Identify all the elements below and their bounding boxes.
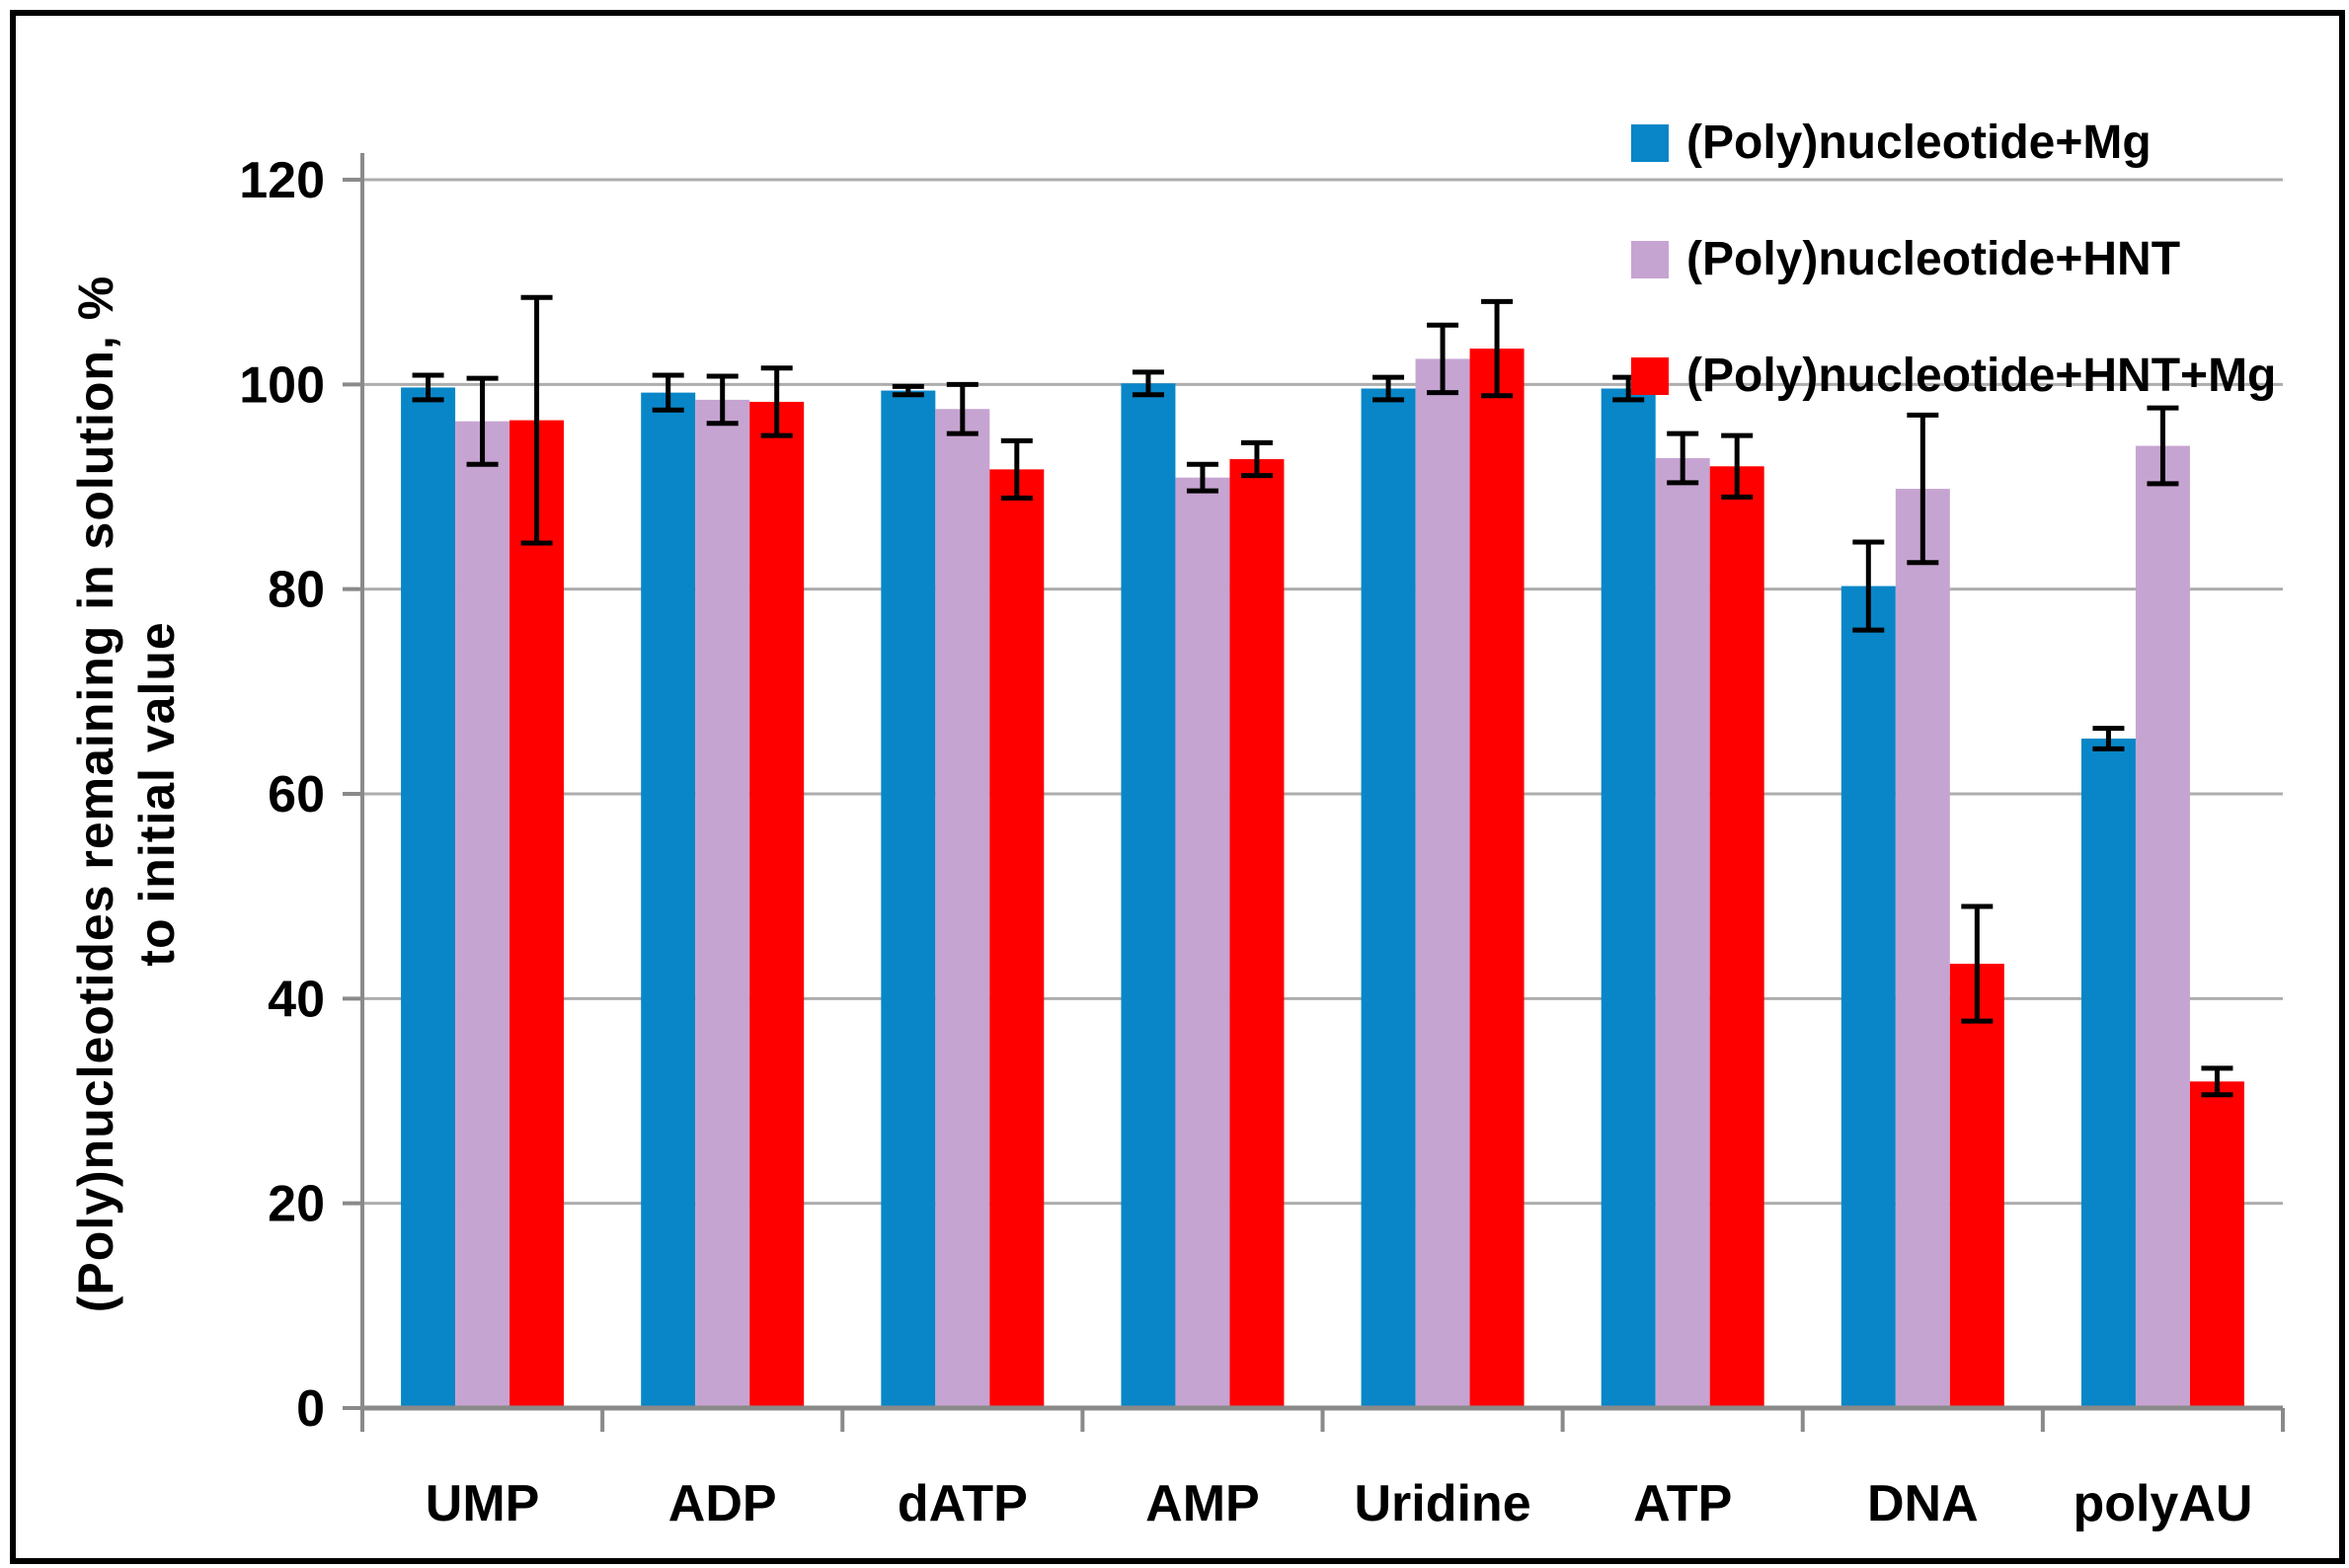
bar-AMP-series2 xyxy=(1229,459,1285,1408)
legend-label: (Poly)nucleotide+HNT+Mg xyxy=(1686,350,2277,402)
bar-dATP-series0 xyxy=(881,390,936,1408)
x-category-label: dATP xyxy=(898,1475,1028,1532)
bar-ATP-series1 xyxy=(1655,457,1710,1408)
bar-Uridine-series1 xyxy=(1415,358,1470,1409)
y-axis-title: (Poly)nucleotides remaining in solution,… xyxy=(65,152,194,1436)
legend-item-mg: (Poly)nucleotide+Mg xyxy=(1631,115,2276,172)
y-axis-title-line2: to initial value xyxy=(129,621,185,967)
y-tick-label: 0 xyxy=(296,1380,325,1438)
bar-UMP-series1 xyxy=(455,421,510,1408)
legend-swatch-red-icon xyxy=(1631,357,1669,395)
bar-Uridine-series2 xyxy=(1469,349,1525,1408)
x-category-label: ADP xyxy=(668,1475,777,1532)
legend-label: (Poly)nucleotide+Mg xyxy=(1686,117,2152,169)
legend-swatch-lavender-icon xyxy=(1631,241,1669,278)
legend-swatch-blue-icon xyxy=(1631,124,1669,162)
legend: (Poly)nucleotide+Mg (Poly)nucleotide+HNT… xyxy=(1631,115,2276,464)
bar-ADP-series0 xyxy=(641,392,696,1408)
y-tick-label: 20 xyxy=(268,1176,325,1233)
bar-UMP-series2 xyxy=(509,420,565,1408)
legend-label: (Poly)nucleotide+HNT xyxy=(1686,233,2181,285)
bar-ATP-series0 xyxy=(1601,388,1656,1409)
bar-Uridine-series0 xyxy=(1361,388,1416,1409)
legend-item-hnt: (Poly)nucleotide+HNT xyxy=(1631,231,2276,288)
bar-DNA-series2 xyxy=(1949,964,2004,1408)
x-category-label: AMP xyxy=(1145,1475,1260,1532)
y-tick-label: 80 xyxy=(268,562,325,619)
legend-item-hnt-mg: (Poly)nucleotide+HNT+Mg xyxy=(1631,348,2276,405)
y-axis-title-line1: (Poly)nucleotides remaining in solution,… xyxy=(68,274,123,1313)
x-category-label: ATP xyxy=(1633,1475,1732,1532)
y-tick-label: 120 xyxy=(239,152,325,209)
bar-AMP-series0 xyxy=(1121,383,1176,1409)
bar-ADP-series2 xyxy=(749,401,805,1408)
x-category-label: polyAU xyxy=(2073,1475,2252,1532)
figure-border xyxy=(10,10,2345,1564)
x-category-label: DNA xyxy=(1867,1475,1979,1532)
y-tick-label: 40 xyxy=(268,971,325,1028)
bar-AMP-series1 xyxy=(1175,477,1230,1408)
bar-ADP-series1 xyxy=(695,399,750,1409)
x-category-label: UMP xyxy=(426,1475,540,1532)
bar-UMP-series0 xyxy=(401,387,456,1408)
x-category-label: Uridine xyxy=(1354,1475,1530,1532)
bar-polyAU-series2 xyxy=(2189,1081,2244,1408)
bar-DNA-series1 xyxy=(1895,489,1950,1408)
bar-dATP-series2 xyxy=(989,469,1045,1408)
y-tick-label: 100 xyxy=(239,356,325,414)
bar-dATP-series1 xyxy=(935,409,990,1408)
bar-polyAU-series1 xyxy=(2135,445,2190,1408)
bar-polyAU-series0 xyxy=(2080,739,2136,1408)
y-tick-label: 60 xyxy=(268,766,325,823)
bar-DNA-series0 xyxy=(1840,586,1896,1408)
bar-ATP-series2 xyxy=(1709,466,1764,1408)
